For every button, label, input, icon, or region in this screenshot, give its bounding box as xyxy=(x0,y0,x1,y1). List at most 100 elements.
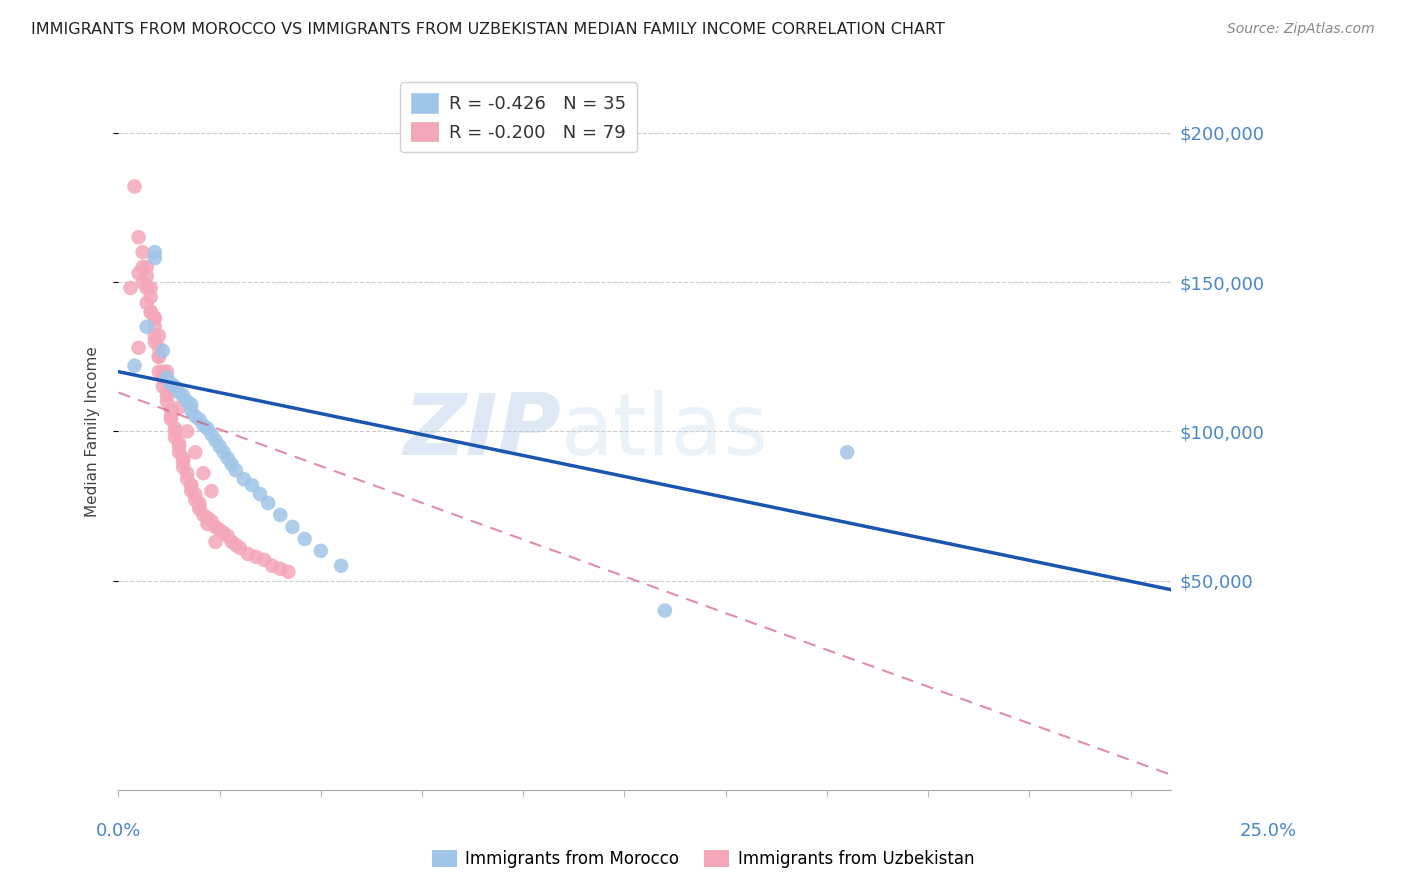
Point xyxy=(208,439,231,453)
Point xyxy=(139,290,162,304)
Point xyxy=(188,412,211,426)
Point xyxy=(128,230,150,244)
Point xyxy=(225,538,247,552)
Point xyxy=(835,445,858,459)
Point xyxy=(124,359,146,373)
Point xyxy=(156,370,179,384)
Text: Source: ZipAtlas.com: Source: ZipAtlas.com xyxy=(1227,22,1375,37)
Point xyxy=(294,532,316,546)
Point xyxy=(225,463,247,477)
Point xyxy=(163,421,186,435)
Point xyxy=(184,487,207,501)
Point xyxy=(163,430,186,444)
Point xyxy=(176,425,198,439)
Point xyxy=(176,466,198,480)
Point xyxy=(180,478,202,492)
Point xyxy=(135,319,157,334)
Point xyxy=(143,319,166,334)
Point xyxy=(188,499,211,513)
Point xyxy=(167,439,190,453)
Point xyxy=(221,457,243,471)
Point xyxy=(172,388,194,402)
Point xyxy=(197,421,219,435)
Point xyxy=(176,394,198,409)
Point xyxy=(217,529,239,543)
Point xyxy=(176,472,198,486)
Y-axis label: Median Family Income: Median Family Income xyxy=(86,346,100,516)
Point xyxy=(128,341,150,355)
Point xyxy=(204,534,226,549)
Point xyxy=(249,487,271,501)
Point xyxy=(160,403,183,417)
Point xyxy=(184,445,207,459)
Point xyxy=(212,445,235,459)
Point xyxy=(197,516,219,531)
Point xyxy=(188,502,211,516)
Point xyxy=(172,460,194,475)
Point xyxy=(240,478,263,492)
Point xyxy=(143,251,166,265)
Point xyxy=(200,484,222,499)
Point xyxy=(269,508,291,522)
Point xyxy=(148,365,170,379)
Point xyxy=(156,388,179,402)
Point xyxy=(167,401,190,415)
Point xyxy=(135,260,157,274)
Point xyxy=(184,409,207,424)
Point xyxy=(180,403,202,417)
Point xyxy=(172,454,194,468)
Point xyxy=(257,496,280,510)
Point xyxy=(163,425,186,439)
Point xyxy=(236,547,259,561)
Text: 0.0%: 0.0% xyxy=(96,822,141,840)
Point xyxy=(309,544,332,558)
Text: atlas: atlas xyxy=(561,390,769,473)
Point xyxy=(212,525,235,540)
Text: IMMIGRANTS FROM MOROCCO VS IMMIGRANTS FROM UZBEKISTAN MEDIAN FAMILY INCOME CORRE: IMMIGRANTS FROM MOROCCO VS IMMIGRANTS FR… xyxy=(31,22,945,37)
Text: ZIP: ZIP xyxy=(404,390,561,473)
Point xyxy=(143,310,166,325)
Point xyxy=(180,478,202,492)
Point xyxy=(654,604,676,618)
Point xyxy=(152,365,174,379)
Point xyxy=(180,484,202,499)
Point xyxy=(180,397,202,411)
Point xyxy=(124,179,146,194)
Point xyxy=(135,281,157,295)
Point xyxy=(232,472,254,486)
Point xyxy=(143,310,166,325)
Point xyxy=(139,305,162,319)
Point xyxy=(156,394,179,409)
Point xyxy=(184,493,207,508)
Point xyxy=(135,268,157,283)
Point xyxy=(281,520,304,534)
Point xyxy=(131,260,153,274)
Point xyxy=(193,466,215,480)
Point xyxy=(152,370,174,384)
Point xyxy=(172,451,194,466)
Point xyxy=(148,328,170,343)
Legend: Immigrants from Morocco, Immigrants from Uzbekistan: Immigrants from Morocco, Immigrants from… xyxy=(425,843,981,875)
Point xyxy=(167,445,190,459)
Point xyxy=(143,328,166,343)
Point xyxy=(200,514,222,528)
Point xyxy=(131,275,153,289)
Point xyxy=(204,434,226,448)
Point xyxy=(143,245,166,260)
Point xyxy=(152,379,174,393)
Point xyxy=(160,379,183,393)
Point xyxy=(131,245,153,260)
Point xyxy=(139,281,162,295)
Point xyxy=(221,534,243,549)
Point xyxy=(160,412,183,426)
Point xyxy=(143,334,166,349)
Point xyxy=(148,341,170,355)
Point xyxy=(188,496,211,510)
Point xyxy=(160,376,183,391)
Point xyxy=(204,520,226,534)
Point xyxy=(269,562,291,576)
Point xyxy=(156,385,179,400)
Point xyxy=(160,409,183,424)
Point xyxy=(139,305,162,319)
Point xyxy=(167,436,190,450)
